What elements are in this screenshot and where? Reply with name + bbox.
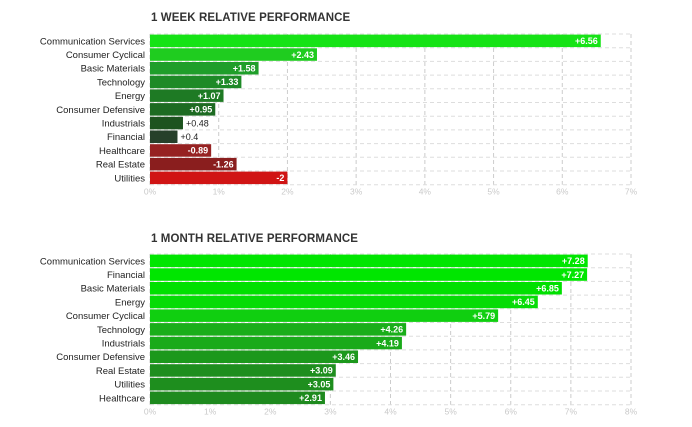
month-value-label: +4.19 [376,338,399,348]
week-value-label: +1.07 [198,91,221,101]
week-value-label: +0.48 [186,118,209,128]
week-value-label: -2 [276,173,284,183]
week-category-label: Healthcare [99,146,145,157]
month-category-label: Financial [107,270,145,281]
week-tick-label: 2% [281,187,294,197]
month-value-label: +7.27 [561,270,584,280]
week-category-label: Real Estate [96,160,145,171]
month-bar [150,268,588,281]
month-bar [150,364,336,377]
month-bar [150,295,538,309]
month-value-label: +3.46 [332,352,355,362]
month-bar [150,391,325,405]
week-value-label: +0.95 [189,105,212,115]
week-bar [150,144,212,157]
week-tick-label: 1% [213,187,226,197]
week-bar [150,157,237,171]
week-performance-chart: Communication Services +6.56 Consumer Cycl… [40,33,638,197]
month-value-label: +4.26 [380,325,403,335]
month-value-label: +2.91 [299,393,322,403]
month-category-label: Technology [97,325,145,336]
week-category-label: Financial [107,132,145,143]
month-value-label: +6.45 [512,297,535,307]
month-bar [150,377,334,391]
week-tick-label: 0% [144,187,157,197]
month-value-label: +5.79 [472,311,495,321]
month-bar [150,254,588,268]
month-tick-label: 0% [144,407,157,417]
month-tick-label: 7% [565,407,578,417]
month-category-label: Communication Services [40,256,145,267]
week-category-label: Energy [115,91,145,102]
month-chart-title: 1 MONTH RELATIVE PERFORMANCE [151,233,359,245]
week-value-label: -0.89 [188,146,209,156]
week-bar [150,62,259,75]
month-tick-label: 5% [444,407,457,417]
month-category-label: Consumer Cyclical [66,311,145,322]
month-value-label: +3.09 [310,366,333,376]
week-value-label: +1.58 [233,63,256,73]
week-bar [150,130,178,143]
week-value-label: -1.26 [213,159,234,169]
month-bar [150,309,499,322]
month-tick-label: 6% [505,407,518,417]
week-tick-label: 3% [350,187,363,197]
month-bar [150,323,407,336]
month-bar [150,336,402,350]
month-bar [150,350,359,363]
week-category-label: Technology [97,77,145,88]
month-bar [150,282,562,295]
month-category-label: Energy [115,297,145,308]
month-category-label: Utilities [114,380,145,391]
week-bar [150,89,224,102]
month-tick-label: 4% [384,407,397,417]
month-category-label: Consumer Defensive [56,352,145,363]
week-bar [150,75,242,89]
month-tick-label: 8% [625,407,638,417]
month-value-label: +7.28 [562,256,585,266]
week-category-label: Industrials [102,118,146,129]
month-category-label: Basic Materials [81,284,146,295]
week-value-label: +1.33 [216,77,239,87]
week-value-label: +6.56 [575,36,598,46]
month-category-label: Real Estate [96,366,145,377]
week-bar [150,116,183,130]
week-value-label: +0.4 [180,132,198,142]
month-value-label: +3.05 [308,379,331,389]
month-tick-label: 2% [264,407,277,417]
week-bar [150,48,317,61]
week-category-label: Communication Services [40,36,145,47]
month-value-label: +6.85 [536,283,559,293]
month-category-label: Healthcare [99,393,145,404]
week-category-label: Consumer Defensive [56,105,145,116]
week-bar [150,34,601,48]
week-category-label: Basic Materials [81,64,146,75]
month-tick-label: 1% [204,407,217,417]
week-tick-label: 4% [419,187,432,197]
week-tick-label: 7% [625,187,638,197]
week-chart-title: 1 WEEK RELATIVE PERFORMANCE [151,12,351,24]
month-category-label: Industrials [102,338,146,349]
week-bar [150,171,288,185]
week-tick-label: 5% [487,187,500,197]
week-tick-label: 6% [556,187,569,197]
week-bar [150,103,216,116]
month-tick-label: 3% [324,407,337,417]
week-category-label: Utilities [114,173,145,184]
week-value-label: +2.43 [291,50,314,60]
week-category-label: Consumer Cyclical [66,50,145,61]
